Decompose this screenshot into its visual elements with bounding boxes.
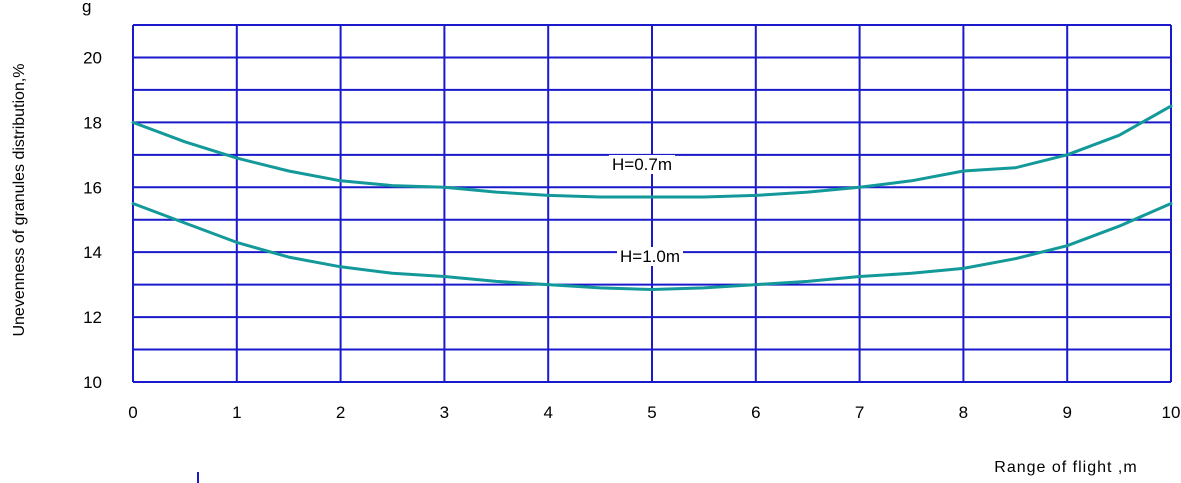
y-tick-label: 12 [83,308,102,327]
top-left-glyph-fragment: g [82,0,91,16]
curve-label-bg [617,247,683,266]
x-tick-label: 2 [336,403,345,422]
y-tick-label: 10 [83,373,102,392]
x-tick-label: 5 [647,403,656,422]
series-line-1 [131,202,1173,291]
x-tick-label: 4 [543,403,552,422]
curve-label-bg [609,155,675,174]
x-tick-label: 0 [128,403,137,422]
x-tick-label: 6 [751,403,760,422]
x-tick-label: 7 [855,403,864,422]
x-tick-label: 1 [232,403,241,422]
y-tick-labels: 10 12 14 16 18 20 [83,48,102,392]
x-tick-label: 8 [959,403,968,422]
x-axis-label: Range of flight ,m [994,459,1137,476]
y-tick-label: 14 [83,243,102,262]
series-line-0 [131,104,1173,199]
y-tick-label: 20 [83,48,102,67]
grid [132,24,1172,383]
x-tick-label: 10 [1162,403,1181,422]
series-lines [131,104,1173,291]
curve-label-h07: H=0.7m [612,155,672,174]
y-axis-label: Unevenness of granules distribution,% [11,63,28,336]
x-tick-labels: 0 1 2 3 4 5 6 7 8 9 10 [128,403,1180,422]
y-tick-label: 18 [83,113,102,132]
curve-label-h10: H=1.0m [620,247,680,266]
x-tick-label: 9 [1062,403,1071,422]
y-tick-label: 16 [83,178,102,197]
x-tick-label: 3 [440,403,449,422]
